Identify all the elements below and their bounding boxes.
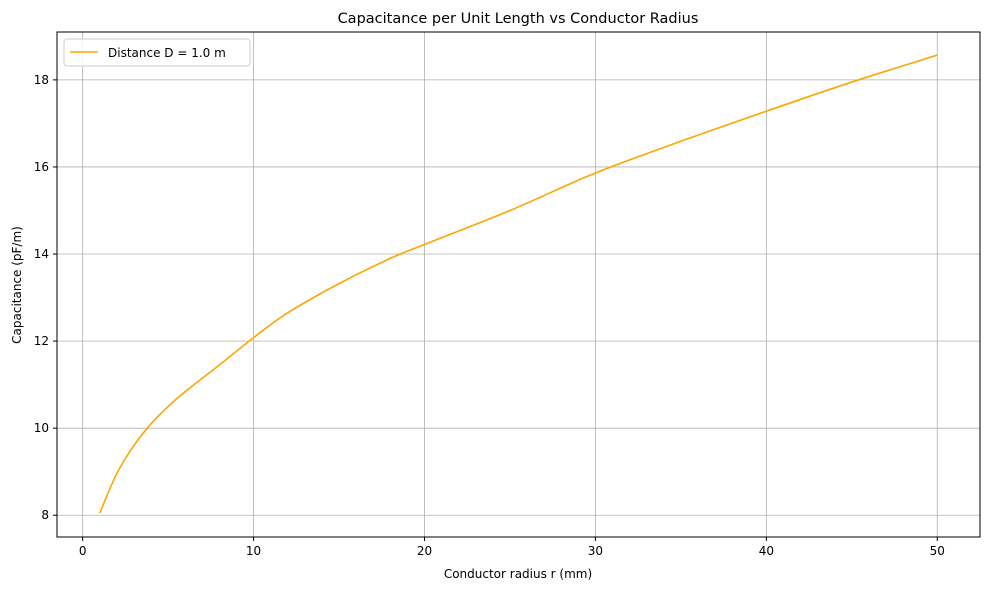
chart-title: Capacitance per Unit Length vs Conductor…	[338, 11, 699, 27]
y-tick-label: 16	[34, 160, 49, 174]
x-tick-label: 10	[246, 544, 261, 558]
legend: Distance D = 1.0 m	[63, 38, 251, 67]
legend-box	[63, 38, 251, 67]
y-tick-label: 8	[41, 508, 49, 522]
plot-area	[56, 31, 981, 538]
y-tick-label: 10	[34, 421, 49, 435]
grid-lines	[57, 32, 980, 537]
series-line	[98, 54, 938, 514]
x-tick-label: 50	[930, 544, 945, 558]
legend-label: Distance D = 1.0 m	[108, 46, 226, 60]
y-tick-label: 18	[34, 73, 49, 87]
y-tick-label: 14	[34, 247, 49, 261]
x-axis-ticks: 0 10 20 30 40 50	[79, 537, 945, 558]
x-axis-label: Conductor radius r (mm)	[444, 567, 592, 581]
data-series	[98, 54, 938, 514]
y-axis-ticks: 8 10 12 14 16 18	[34, 73, 57, 522]
y-tick-label: 12	[34, 334, 49, 348]
y-axis-label: Capacitance (pF/m)	[10, 226, 24, 344]
x-tick-label: 0	[79, 544, 87, 558]
x-tick-label: 20	[417, 544, 432, 558]
x-tick-label: 40	[759, 544, 774, 558]
x-tick-label: 30	[588, 544, 603, 558]
